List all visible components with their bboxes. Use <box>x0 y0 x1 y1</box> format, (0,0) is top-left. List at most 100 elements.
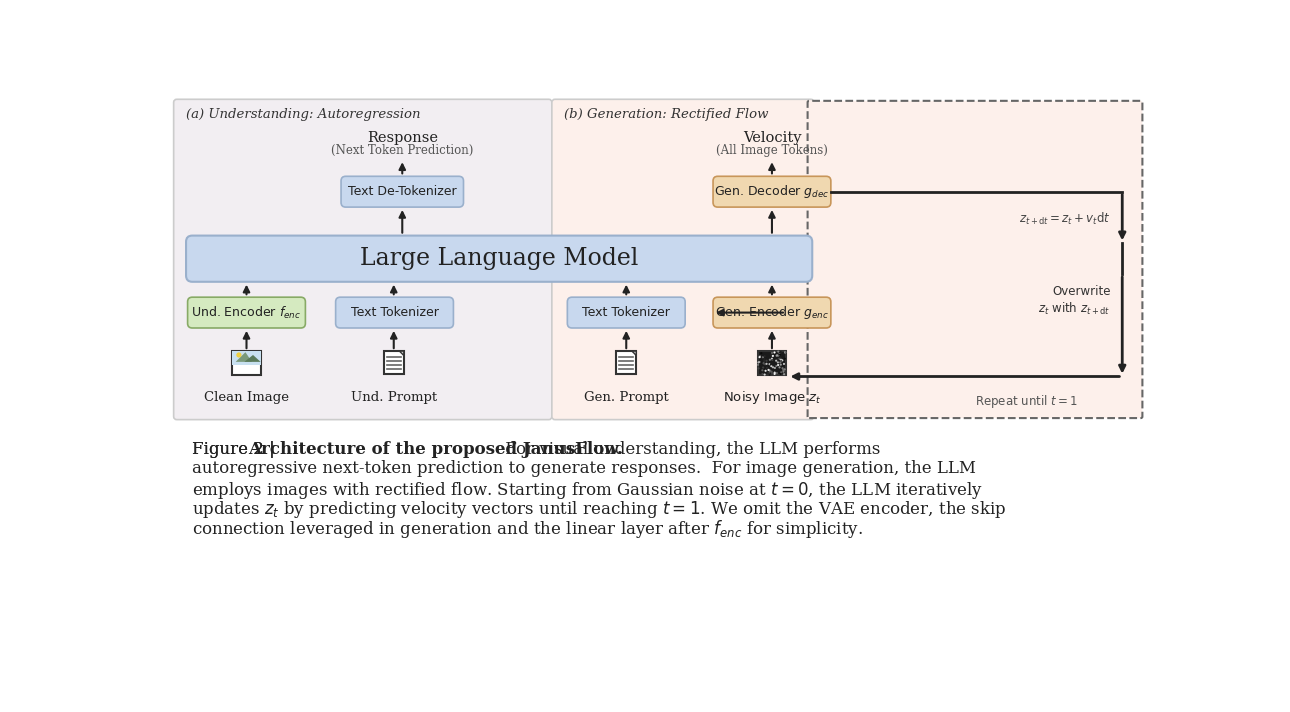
Circle shape <box>761 369 764 372</box>
FancyBboxPatch shape <box>713 297 831 328</box>
Circle shape <box>769 374 770 376</box>
Circle shape <box>783 369 784 371</box>
Text: (Next Token Prediction): (Next Token Prediction) <box>332 144 473 157</box>
Circle shape <box>757 367 760 370</box>
FancyBboxPatch shape <box>341 177 463 207</box>
Polygon shape <box>236 352 252 362</box>
Circle shape <box>777 361 779 363</box>
Text: Gen. Prompt: Gen. Prompt <box>584 391 668 404</box>
Polygon shape <box>632 351 636 355</box>
Circle shape <box>769 359 771 361</box>
Circle shape <box>759 355 761 357</box>
Text: Large Language Model: Large Language Model <box>360 247 639 270</box>
Text: autoregressive next-token prediction to generate responses.  For image generatio: autoregressive next-token prediction to … <box>192 461 977 478</box>
Circle shape <box>782 367 783 370</box>
Circle shape <box>770 354 773 356</box>
Circle shape <box>775 372 778 375</box>
Circle shape <box>771 357 773 360</box>
Text: Text Tokenizer: Text Tokenizer <box>582 306 671 319</box>
FancyBboxPatch shape <box>232 351 261 365</box>
FancyBboxPatch shape <box>808 101 1143 418</box>
Text: Figure 2 |: Figure 2 | <box>192 441 280 459</box>
Circle shape <box>771 366 774 368</box>
Circle shape <box>782 360 783 362</box>
Text: Gen. Encoder $g_{enc}$: Gen. Encoder $g_{enc}$ <box>715 304 829 321</box>
Circle shape <box>780 352 782 354</box>
Text: connection leveraged in generation and the linear layer after $f_{enc}$ for simp: connection leveraged in generation and t… <box>192 518 863 540</box>
Text: Und. Prompt: Und. Prompt <box>351 391 437 404</box>
Circle shape <box>780 371 782 373</box>
Circle shape <box>759 361 761 363</box>
Circle shape <box>764 358 765 360</box>
Circle shape <box>775 355 778 357</box>
Circle shape <box>779 353 780 355</box>
Circle shape <box>765 370 766 372</box>
Circle shape <box>779 352 782 354</box>
Text: Architecture of the proposed JanusFlow.: Architecture of the proposed JanusFlow. <box>248 441 623 459</box>
Circle shape <box>777 355 778 357</box>
Circle shape <box>777 354 779 356</box>
Circle shape <box>783 369 784 371</box>
FancyBboxPatch shape <box>232 351 261 375</box>
Circle shape <box>762 362 765 365</box>
Circle shape <box>762 367 764 369</box>
Circle shape <box>783 373 786 375</box>
Text: For visual understanding, the LLM performs: For visual understanding, the LLM perfor… <box>501 441 880 459</box>
Circle shape <box>770 365 773 367</box>
FancyBboxPatch shape <box>568 297 685 328</box>
Text: Velocity: Velocity <box>743 131 801 145</box>
Circle shape <box>784 351 787 353</box>
Circle shape <box>774 352 775 354</box>
Text: Text De-Tokenizer: Text De-Tokenizer <box>348 185 457 198</box>
Circle shape <box>765 360 768 362</box>
Circle shape <box>783 363 786 365</box>
FancyBboxPatch shape <box>552 99 814 419</box>
Circle shape <box>766 367 768 369</box>
Circle shape <box>764 360 765 362</box>
Circle shape <box>778 366 780 368</box>
Circle shape <box>774 372 775 374</box>
FancyBboxPatch shape <box>757 351 786 375</box>
Circle shape <box>771 355 774 357</box>
Circle shape <box>770 370 773 372</box>
Circle shape <box>760 352 762 355</box>
Circle shape <box>783 368 786 370</box>
Circle shape <box>775 365 778 367</box>
FancyBboxPatch shape <box>187 297 306 328</box>
Circle shape <box>775 360 778 362</box>
Text: $z_{t+\mathrm{d}t} = z_t + v_t \mathrm{d}t$: $z_{t+\mathrm{d}t} = z_t + v_t \mathrm{d… <box>1019 211 1111 227</box>
Circle shape <box>774 373 775 375</box>
Circle shape <box>759 356 761 358</box>
Circle shape <box>779 357 782 359</box>
Circle shape <box>236 352 241 357</box>
Text: (All Image Tokens): (All Image Tokens) <box>716 144 828 157</box>
Circle shape <box>778 358 780 360</box>
Circle shape <box>775 372 778 375</box>
FancyBboxPatch shape <box>174 99 552 419</box>
Circle shape <box>765 362 768 365</box>
Circle shape <box>784 351 786 353</box>
Text: Repeat until $t = 1$: Repeat until $t = 1$ <box>975 392 1077 409</box>
Circle shape <box>780 360 782 362</box>
Circle shape <box>768 372 770 375</box>
Text: updates $z_t$ by predicting velocity vectors until reaching $t = 1$. We omit the: updates $z_t$ by predicting velocity vec… <box>192 499 1006 520</box>
Circle shape <box>780 359 782 361</box>
Circle shape <box>757 364 759 366</box>
FancyBboxPatch shape <box>617 351 636 374</box>
Circle shape <box>779 372 782 375</box>
Circle shape <box>779 352 780 355</box>
Circle shape <box>769 363 770 365</box>
Circle shape <box>768 369 770 371</box>
Circle shape <box>768 372 769 375</box>
Circle shape <box>777 358 779 360</box>
FancyBboxPatch shape <box>383 351 404 374</box>
Text: Clean Image: Clean Image <box>204 391 289 404</box>
Text: employs images with rectified flow. Starting from Gaussian noise at $t = 0$, the: employs images with rectified flow. Star… <box>192 480 983 501</box>
Polygon shape <box>244 355 261 362</box>
Circle shape <box>764 374 766 376</box>
Circle shape <box>765 363 766 365</box>
Polygon shape <box>400 351 404 355</box>
Text: Text Tokenizer: Text Tokenizer <box>351 306 439 319</box>
Circle shape <box>779 361 782 364</box>
Text: Figure 2 |: Figure 2 | <box>192 441 280 459</box>
